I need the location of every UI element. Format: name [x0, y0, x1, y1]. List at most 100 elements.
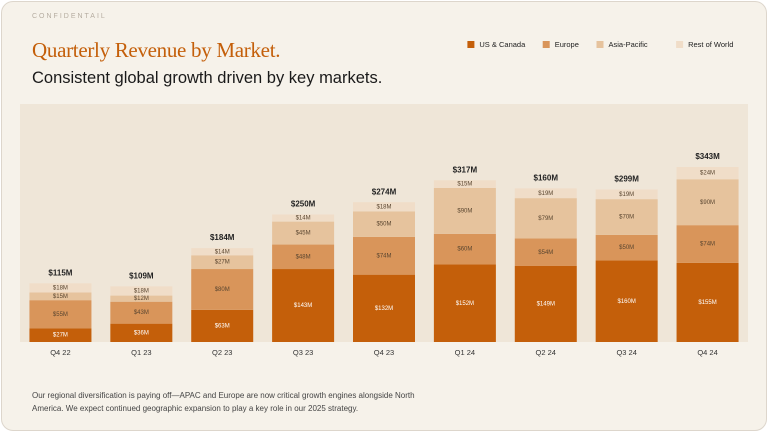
segment-label: $74M — [700, 242, 715, 248]
bar-segment — [110, 295, 173, 302]
bar-segment — [676, 167, 739, 180]
x-tick-label: Q1 23 — [131, 348, 151, 357]
x-tick-label: Q4 24 — [697, 348, 717, 357]
legend-swatch — [467, 41, 475, 48]
segment-label: $24M — [700, 171, 715, 177]
x-tick-label: Q4 22 — [50, 348, 70, 357]
segment-label: $50M — [376, 222, 391, 228]
bar-segment — [191, 269, 254, 310]
bar-segment — [433, 180, 496, 188]
segment-label: $90M — [700, 200, 715, 206]
segment-label: $70M — [619, 215, 634, 221]
bar-segment — [433, 233, 496, 265]
total-label: $299M — [614, 175, 639, 184]
total-label: $160M — [534, 174, 559, 183]
bar-segment — [514, 265, 577, 342]
segment-label: $152M — [456, 301, 474, 307]
chart-title: Quarterly Revenue by Market. — [32, 38, 281, 62]
segment-label: $14M — [215, 249, 230, 255]
bar-segment — [353, 274, 415, 342]
segment-label: $155M — [698, 300, 716, 306]
legend-label: Europe — [555, 40, 579, 49]
segment-label: $90M — [457, 208, 472, 214]
bar-segment — [514, 188, 577, 199]
bar-segment — [29, 328, 92, 342]
bar-segment — [191, 255, 254, 270]
segment-label: $63M — [215, 324, 230, 330]
legend-swatch — [596, 41, 604, 48]
segment-label: $15M — [457, 182, 472, 188]
total-label: $343M — [695, 152, 720, 161]
bar-segment — [353, 236, 415, 275]
bar-segment — [191, 309, 254, 342]
legend-swatch — [676, 41, 684, 48]
x-tick-label: Q1 24 — [455, 348, 475, 357]
bar-segment — [676, 225, 739, 263]
total-label: $274M — [372, 187, 397, 196]
segment-label: $160M — [617, 299, 635, 305]
segment-label: $79M — [538, 216, 553, 222]
segment-label: $19M — [619, 192, 634, 198]
bar-segment — [29, 292, 92, 301]
bar-segment — [110, 286, 173, 296]
total-label: $250M — [291, 200, 316, 209]
bar-segment — [29, 300, 92, 329]
legend-label: Asia-Pacific — [609, 40, 648, 49]
x-tick-label: Q3 23 — [293, 348, 313, 357]
segment-label: $149M — [537, 302, 555, 308]
bar-segment — [353, 202, 415, 212]
bar-segment — [272, 244, 335, 270]
bar-segment — [110, 301, 173, 324]
segment-label: $18M — [53, 285, 68, 291]
x-tick-label: Q2 24 — [536, 348, 556, 357]
segment-label: $18M — [376, 204, 391, 210]
bar-segment — [595, 189, 658, 200]
segment-label: $18M — [134, 289, 149, 295]
x-tick-label: Q2 23 — [212, 348, 232, 357]
segment-label: $27M — [215, 260, 230, 266]
bar-segment — [29, 283, 92, 293]
segment-label: $19M — [538, 191, 553, 197]
segment-label: $74M — [376, 253, 391, 259]
x-tick-label: Q3 24 — [616, 348, 636, 357]
bar-segment — [272, 214, 335, 222]
segment-label: $50M — [619, 245, 634, 251]
segment-label: $27M — [53, 333, 68, 339]
confidential-label: CONFIDENTAIL — [32, 13, 107, 20]
x-tick-label: Q4 23 — [374, 348, 394, 357]
legend-swatch — [542, 41, 550, 48]
bar-segment — [353, 211, 415, 237]
segment-label: $12M — [134, 296, 149, 302]
segment-label: $80M — [215, 287, 230, 293]
total-label: $184M — [210, 233, 235, 242]
total-label: $109M — [129, 271, 154, 280]
segment-label: $36M — [134, 330, 149, 336]
bar-segment — [514, 238, 577, 266]
bar-segment — [595, 199, 658, 235]
bar-segment — [595, 260, 658, 342]
footer-note: Our regional diversification is paying o… — [32, 391, 415, 413]
legend-label: US & Canada — [479, 40, 526, 49]
bar-segment — [272, 221, 335, 245]
bar-segment — [433, 187, 496, 234]
legend-label: Rest of World — [688, 40, 733, 49]
segment-label: $45M — [296, 231, 311, 237]
bar-segment — [595, 234, 658, 261]
segment-label: $55M — [53, 312, 68, 318]
bar-segment — [433, 264, 496, 342]
total-label: $317M — [453, 165, 478, 174]
segment-label: $132M — [375, 306, 393, 312]
segment-label: $143M — [294, 303, 312, 309]
bar-segment — [514, 198, 577, 239]
segment-label: $48M — [296, 254, 311, 260]
segment-label: $54M — [538, 250, 553, 256]
segment-label: $14M — [296, 216, 311, 222]
bar-segment — [676, 179, 739, 226]
total-label: $115M — [48, 268, 72, 277]
bar-segment — [676, 262, 739, 342]
bar-segment — [110, 323, 173, 342]
bar-segment — [191, 248, 254, 256]
segment-label: $43M — [134, 310, 149, 316]
bar-segment — [272, 269, 335, 342]
